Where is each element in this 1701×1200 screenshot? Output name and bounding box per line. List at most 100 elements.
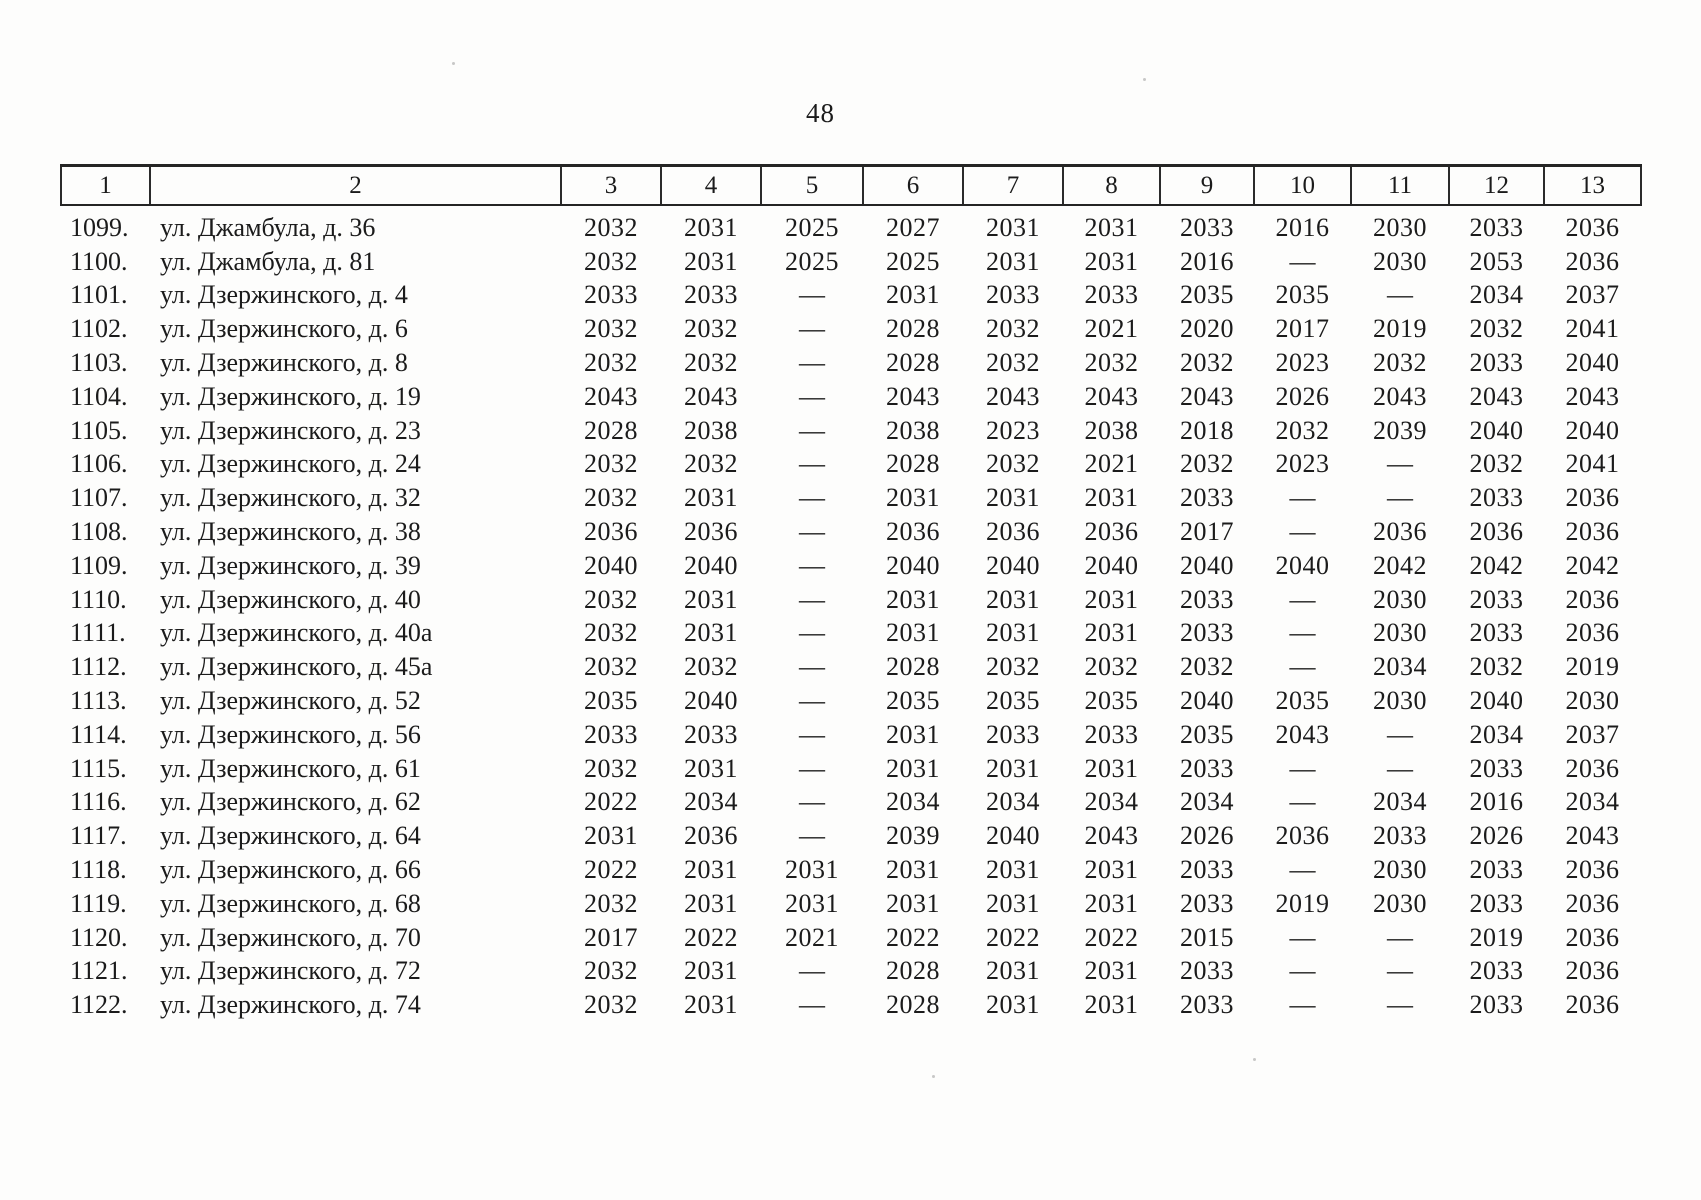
empty-cell: —	[799, 956, 825, 986]
row-number: 1103.	[70, 348, 128, 378]
row-address: ул. Дзержинского, д. 39	[160, 550, 421, 580]
year-cell: 2022	[584, 855, 638, 885]
year-cell: 2039	[1373, 415, 1427, 445]
year-cell: 2033	[986, 280, 1040, 310]
year-cell: 2037	[1565, 280, 1620, 310]
table-row: 1105. ул. Дзержинского, д. 23 2028 2038 — 203…	[61, 414, 1641, 448]
year-cell: 2016	[1275, 212, 1330, 242]
year-cell: 2040	[886, 550, 940, 580]
column-header: 7	[962, 164, 1064, 206]
year-cell: 2036	[1373, 517, 1427, 547]
empty-cell: —	[799, 719, 825, 749]
schedule-table: 1 2 3 4 5 6 7 8 9 10 11 12 13 1099. ул. Джамбула, д. …	[60, 164, 1642, 1022]
year-cell: 2040	[584, 550, 638, 580]
empty-cell: —	[1387, 449, 1413, 479]
column-header: 10	[1253, 164, 1352, 206]
year-cell: 2022	[684, 922, 738, 952]
year-cell: 2031	[1084, 212, 1139, 242]
year-cell: 2025	[785, 246, 839, 276]
year-cell: 2040	[684, 686, 738, 716]
table-row: 1116. ул. Дзержинского, д. 62 2022 2034 — 203…	[61, 786, 1641, 820]
year-cell: 2020	[1180, 314, 1234, 344]
year-cell: 2027	[886, 212, 940, 242]
year-cell: 2032	[584, 652, 638, 682]
year-cell: 2035	[986, 686, 1040, 716]
empty-cell: —	[799, 787, 825, 817]
year-cell: 2018	[1180, 415, 1234, 445]
row-number: 1107.	[70, 483, 128, 513]
year-cell: 2022	[886, 922, 940, 952]
year-cell: 2032	[584, 584, 638, 614]
table-row: 1108. ул. Дзержинского, д. 38 2036 2036 — 203…	[61, 515, 1641, 549]
year-cell: 2031	[684, 618, 738, 648]
row-number: 1101.	[70, 280, 128, 310]
year-cell: 2043	[1469, 381, 1524, 411]
row-number: 1115.	[70, 753, 127, 783]
row-number: 1106.	[70, 449, 128, 479]
year-cell: 2040	[1469, 686, 1524, 716]
table-row: 1114. ул. Дзержинского, д. 56 2033 2033 — 203…	[61, 718, 1641, 752]
year-cell: 2033	[1180, 212, 1234, 242]
year-cell: 2031	[886, 888, 940, 918]
empty-cell: —	[799, 280, 825, 310]
year-cell: 2030	[1373, 246, 1427, 276]
row-number: 1099.	[70, 212, 129, 242]
empty-cell: —	[1289, 584, 1316, 614]
row-address: ул. Дзержинского, д. 66	[160, 855, 421, 885]
scan-speck	[932, 1075, 935, 1078]
year-cell: 2031	[986, 956, 1040, 986]
row-address: ул. Дзержинского, д. 40а	[160, 618, 433, 648]
year-cell: 2031	[684, 212, 738, 242]
year-cell: 2035	[1180, 719, 1234, 749]
year-cell: 2032	[684, 652, 738, 682]
table-row: 1110. ул. Дзержинского, д. 40 2032 2031 — 203…	[61, 583, 1641, 617]
year-cell: 2033	[1180, 618, 1234, 648]
year-cell: 2036	[1565, 517, 1620, 547]
row-address: ул. Дзержинского, д. 38	[160, 517, 421, 547]
year-cell: 2036	[684, 517, 738, 547]
year-cell: 2034	[1180, 787, 1234, 817]
year-cell: 2031	[986, 212, 1040, 242]
year-cell: 2033	[1469, 855, 1524, 885]
column-header: 4	[660, 164, 762, 206]
year-cell: 2030	[1373, 212, 1427, 242]
year-cell: 2033	[684, 280, 738, 310]
empty-cell: —	[799, 449, 825, 479]
empty-cell: —	[1289, 753, 1316, 783]
year-cell: 2028	[886, 314, 940, 344]
row-address: ул. Дзержинского, д. 32	[160, 483, 421, 513]
year-cell: 2033	[986, 719, 1040, 749]
year-cell: 2032	[684, 449, 738, 479]
year-cell: 2033	[1373, 821, 1427, 851]
empty-cell: —	[1289, 652, 1316, 682]
empty-cell: —	[799, 821, 825, 851]
row-address: ул. Дзержинского, д. 74	[160, 990, 421, 1020]
year-cell: 2022	[1084, 922, 1139, 952]
year-cell: 2040	[1180, 550, 1234, 580]
year-cell: 2031	[886, 584, 940, 614]
empty-cell: —	[1289, 787, 1316, 817]
table-row: 1119. ул. Дзержинского, д. 68 2032 2031 2031…	[61, 887, 1641, 921]
year-cell: 2036	[1565, 483, 1620, 513]
year-cell: 2026	[1180, 821, 1234, 851]
year-cell: 2032	[986, 449, 1040, 479]
year-cell: 2031	[684, 753, 738, 783]
column-header: 3	[560, 164, 662, 206]
year-cell: 2031	[986, 618, 1040, 648]
year-cell: 2028	[886, 990, 940, 1020]
table-row: 1102. ул. Дзержинского, д. 6 2032 2032 — 2028…	[61, 312, 1641, 346]
table-row: 1109. ул. Дзержинского, д. 39 2040 2040 — 204…	[61, 549, 1641, 583]
year-cell: 2036	[1565, 956, 1620, 986]
year-cell: 2021	[1084, 449, 1139, 479]
table-row: 1107. ул. Дзержинского, д. 32 2032 2031 — 203…	[61, 481, 1641, 515]
year-cell: 2040	[1180, 686, 1234, 716]
year-cell: 2040	[1469, 415, 1524, 445]
year-cell: 2030	[1373, 686, 1427, 716]
empty-cell: —	[1387, 719, 1413, 749]
empty-cell: —	[1289, 855, 1316, 885]
year-cell: 2040	[1084, 550, 1139, 580]
empty-cell: —	[799, 584, 825, 614]
year-cell: 2043	[684, 381, 738, 411]
table-row: 1121. ул. Дзержинского, д. 72 2032 2031 — 202…	[61, 955, 1641, 989]
header-row: 1 2 3 4 5 6 7 8 9 10 11 12 13	[60, 164, 1642, 206]
